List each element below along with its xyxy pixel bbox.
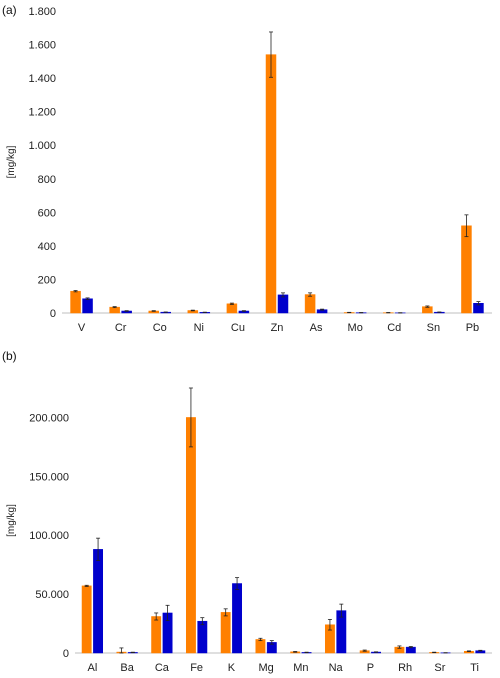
bar-series1-K: [220, 612, 231, 654]
x-tick-label: Ti: [470, 662, 479, 674]
y-axis-label: [mg/kg]: [6, 504, 17, 537]
y-tick-label: 200.000: [29, 412, 69, 424]
bar-series1-Al: [81, 585, 92, 654]
x-tick-label: As: [310, 322, 323, 334]
bar-series2-Al: [93, 549, 104, 654]
x-tick-label: Mn: [293, 662, 308, 674]
panel-label: (b): [2, 349, 17, 363]
y-tick-label: 100.000: [29, 530, 69, 542]
x-tick-label: Sr: [434, 662, 445, 674]
x-tick-label: Cd: [387, 322, 401, 334]
y-tick-label: 1.000: [28, 140, 56, 152]
y-tick-label: 150.000: [29, 471, 69, 483]
x-tick-label: Na: [329, 662, 344, 674]
bar-series2-V: [82, 298, 93, 314]
x-tick-label: Mo: [348, 322, 363, 334]
bar-series2-Zn: [277, 294, 289, 314]
y-tick-label: 0: [63, 648, 69, 660]
panel-a: (a) [mg/kg] 0 200 400 600 800 1.000 1.200 1.400 1.…: [2, 3, 492, 334]
panel-label: (a): [2, 3, 17, 17]
bar-series1-Cu: [226, 303, 238, 314]
x-tick-label: Cr: [115, 322, 127, 334]
x-tick-label: Al: [87, 662, 97, 674]
x-tick-label: Rh: [398, 662, 412, 674]
bar-series1-V: [70, 290, 81, 314]
x-tick-label: Zn: [271, 322, 284, 334]
y-tick-label: 800: [38, 174, 56, 186]
y-tick-label: 1.400: [28, 73, 56, 85]
y-tick-label: 0: [50, 308, 56, 320]
x-tick-label: Cu: [231, 322, 245, 334]
x-tick-label: Mg: [258, 662, 273, 674]
x-tick-label: Ni: [194, 322, 204, 334]
y-tick-label: 50.000: [35, 589, 69, 601]
x-tick-label: Sn: [427, 322, 440, 334]
x-tick-label: P: [367, 662, 374, 674]
y-tick-label: 1.200: [28, 107, 56, 119]
x-tick-label: V: [78, 322, 86, 334]
bar-series2-K: [232, 583, 243, 654]
y-tick-label: 1.600: [28, 40, 56, 52]
bar-series2-Fe: [197, 620, 208, 654]
y-tick-label: 400: [38, 241, 56, 253]
bar-series1-Mg: [255, 639, 266, 654]
panel-b: (b) [mg/kg] 0 50.000 100.000 150.000 200.000 Al…: [2, 349, 492, 674]
x-tick-label: Pb: [466, 322, 479, 334]
bar-series1-Pb: [461, 225, 472, 314]
bar-series1-As: [304, 294, 316, 314]
y-tick-label: 1.800: [28, 6, 56, 18]
x-tick-label: Co: [153, 322, 167, 334]
bar-series1-Ca: [151, 616, 162, 654]
x-tick-label: Ca: [155, 662, 170, 674]
y-tick-label: 600: [38, 207, 56, 219]
y-axis-label: [mg/kg]: [6, 145, 17, 178]
bar-series1-Zn: [265, 54, 277, 314]
bar-series1-Fe: [185, 417, 196, 654]
y-tick-label: 200: [38, 274, 56, 286]
x-tick-label: K: [228, 662, 236, 674]
x-tick-label: Fe: [190, 662, 203, 674]
x-tick-label: Ba: [120, 662, 134, 674]
